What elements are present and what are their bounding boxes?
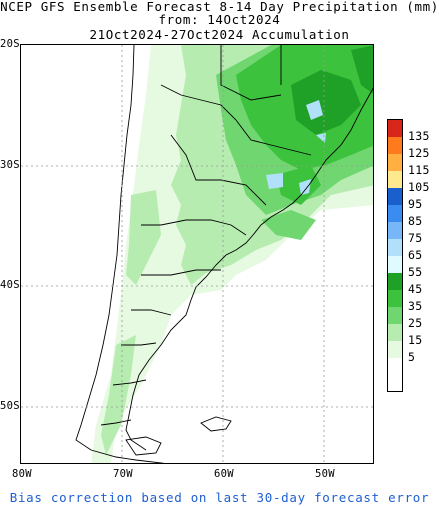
colorbar-cell [388,307,402,324]
colorbar-cell [388,120,402,137]
colorbar-cell [388,137,402,154]
colorbar-cell [388,171,402,188]
colorbar-level-label: 105 [408,180,430,194]
colorbar-level-label: 75 [408,231,423,245]
colorbar-cell [388,358,402,375]
colorbar-level-label: 25 [408,316,423,330]
lat-label-50s: 50S [0,400,20,412]
colorbar-cell [388,154,402,171]
lat-label-40s: 40S [0,279,20,291]
lon-label-50w: 50W [315,468,335,480]
colorbar-cell [388,222,402,239]
colorbar-level-label: 85 [408,214,423,228]
lat-label-20s: 20S [0,38,20,50]
colorbar-level-label: 135 [408,129,430,143]
lon-label-60w: 60W [214,468,234,480]
chart-subtitle-period: 21Oct2024-27Oct2024 Accumulation [89,27,350,42]
colorbar-level-label: 65 [408,248,423,262]
colorbar-level-label: 5 [408,350,416,364]
colorbar-cell [388,324,402,341]
bias-correction-note: Bias correction based on last 30-day for… [9,490,430,505]
chart-subtitle-init: from: 14Oct2024 [158,12,281,27]
colorbar-cell [388,341,402,358]
colorbar-cell [388,256,402,273]
colorbar-cell [388,239,402,256]
colorbar-level-label: 35 [408,299,423,313]
colorbar-cell [388,290,402,307]
colorbar-cell [388,205,402,222]
precip-fill-55 [291,45,373,135]
lon-label-80w: 80W [12,468,32,480]
colorbar-level-label: 115 [408,163,430,177]
coastlines [75,45,373,463]
colorbar-level-label: 125 [408,146,430,160]
colorbar-level-label: 55 [408,265,423,279]
chart-title: NCEP GFS Ensemble Forecast 8-14 Day Prec… [0,0,439,14]
colorbar [387,119,403,392]
colorbar-level-label: 45 [408,282,423,296]
colorbar-cell [388,273,402,290]
lat-label-30s: 30S [0,159,20,171]
precip-fill-65 [266,100,326,195]
precipitation-map [20,44,374,464]
graticule [21,45,373,463]
colorbar-cell [388,188,402,205]
colorbar-level-label: 15 [408,333,423,347]
colorbar-level-label: 95 [408,197,423,211]
lon-label-70w: 70W [113,468,133,480]
